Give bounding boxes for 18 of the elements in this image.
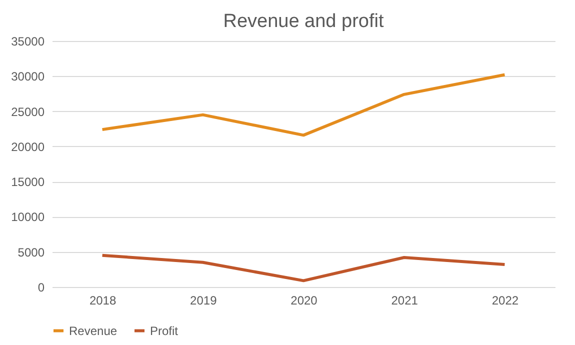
chart-title: Revenue and profit	[223, 11, 384, 32]
legend-label: Revenue	[69, 324, 118, 338]
y-tick-label: 0	[38, 280, 45, 294]
x-tick-label: 2019	[190, 294, 218, 308]
y-tick-label: 35000	[11, 34, 45, 48]
y-tick-label: 20000	[11, 140, 45, 154]
y-tick-label: 15000	[11, 175, 45, 190]
y-tick-label: 25000	[11, 104, 45, 119]
x-tick-label: 2018	[89, 294, 116, 308]
y-tick-label: 5000	[18, 245, 45, 260]
y-tick-label: 10000	[11, 210, 45, 224]
x-tick-label: 2022	[492, 294, 519, 308]
legend-label: Profit	[150, 324, 179, 338]
y-tick-label: 30000	[11, 70, 45, 84]
x-tick-label: 2021	[391, 294, 418, 308]
line-series	[100, 254, 506, 282]
line-series	[100, 73, 506, 137]
x-tick-label: 2020	[290, 294, 318, 308]
